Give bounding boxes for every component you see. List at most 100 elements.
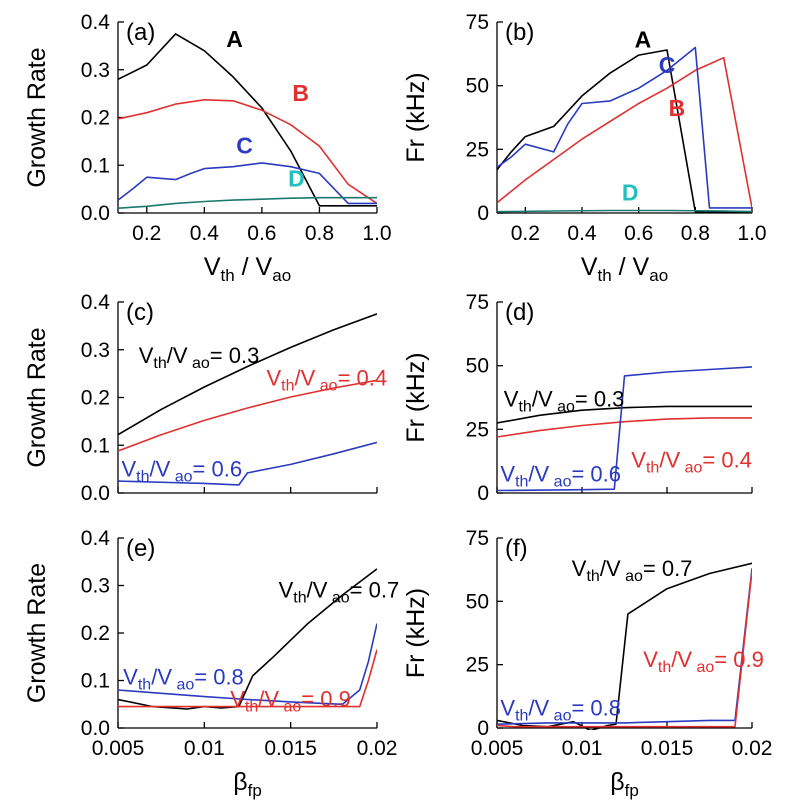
panel-b-series-1-line <box>497 49 752 213</box>
panel-f: 0 25 50 75 0.005 0.01 0.015 0.02 Fr (kHz) βfp (f) V… <box>402 527 772 800</box>
panel-a-label: (a) <box>126 19 155 46</box>
panel-c-ytick-label: 0.0 <box>81 482 110 505</box>
panel-c-series-3-line <box>118 441 377 486</box>
panel-b-label: (b) <box>505 19 534 46</box>
panel-e-annotation-1: Vth/V ao= 0.7 <box>279 577 400 606</box>
panel-a-ytick-label: 0.3 <box>81 59 110 82</box>
panel-d-ytick-label: 0 <box>477 482 489 505</box>
panel-f-xtick-label: 0.005 <box>471 737 524 760</box>
panel-c-ytick-label: 0.3 <box>81 339 110 362</box>
panel-d-annotation-3: Vth/V ao= 0.6 <box>500 462 621 491</box>
panel-f-annotation-1: Vth/V ao= 0.7 <box>572 556 693 585</box>
panel-f-series-3-line <box>497 570 752 728</box>
panel-c-label: (c) <box>126 299 154 326</box>
panel-c-annotation-3: Vth/V ao= 0.6 <box>121 456 242 485</box>
panel-a-ytick-label: 0.2 <box>81 107 110 130</box>
panel-f-series-group <box>497 562 752 730</box>
panel-a-annotation-d: D <box>288 166 305 192</box>
panel-f-ytick-label: 0 <box>477 717 489 740</box>
panel-f-xtick-label: 0.02 <box>732 737 773 760</box>
panel-a-ytick-label: 0.1 <box>81 154 110 177</box>
panel-d-label: (d) <box>505 299 534 326</box>
panel-e-ytick-label: 0.3 <box>81 575 110 598</box>
panel-b-ytick-label: 0 <box>477 202 489 225</box>
panel-e-series-3-line <box>118 649 377 708</box>
panel-e-xtick-label: 0.005 <box>92 737 145 760</box>
panel-f-ytick-label: 25 <box>466 654 489 677</box>
panel-b-xtick-label: 0.8 <box>681 222 710 245</box>
panel-d-ytick-label: 50 <box>466 355 489 378</box>
panel-c-series-2-line <box>118 379 377 452</box>
panel-b-annotation-b: B <box>669 95 686 121</box>
panel-b-ytick-label: 25 <box>466 138 489 161</box>
panel-f-xlabel: βfp <box>610 768 639 800</box>
panel-c-annotation-1: Vth/V ao= 0.3 <box>139 343 260 372</box>
panel-f-annotation-2: Vth/V ao= 0.9 <box>643 647 764 676</box>
panel-b-xtick-label: 0.2 <box>511 222 540 245</box>
panel-c-ytick-label: 0.4 <box>81 291 111 314</box>
panel-a-series-group <box>118 33 377 209</box>
panel-e-xlabel: βfp <box>233 768 262 800</box>
panel-a-xtick-label: 0.2 <box>132 222 161 245</box>
panel-b-annotation-c: C <box>659 52 676 78</box>
panel-a-xtick-label: 1.0 <box>362 222 391 245</box>
panel-d: 0 25 50 75 Fr (kHz) (d) Vth/V ao= 0.3 Vth/V ao=… <box>402 291 753 505</box>
panel-d-series-2-line <box>497 417 752 438</box>
panel-a-xtick-label: 0.6 <box>247 222 276 245</box>
panel-b-annotation-d: D <box>622 179 639 205</box>
panel-b-ytick-label: 75 <box>466 11 489 34</box>
panel-a-series-3-line <box>118 162 377 205</box>
panel-a: 0.0 0.1 0.2 0.3 0.4 0.2 0.4 0.6 0.8 1.0 Growth Rat… <box>23 11 392 285</box>
panel-f-series-2-line <box>497 568 752 725</box>
panel-d-series-group <box>497 366 752 492</box>
panel-a-ytick-label: 0.4 <box>81 11 111 34</box>
panel-f-label: (f) <box>505 535 528 562</box>
panel-c-ytick-label: 0.2 <box>81 387 110 410</box>
panel-e-xtick-label: 0.01 <box>184 737 225 760</box>
panel-b-series-2-line <box>497 56 752 209</box>
panel-b-xtick-label: 0.4 <box>567 222 597 245</box>
panel-b-series-group <box>497 46 752 213</box>
panel-a-series-1-line <box>118 33 377 207</box>
panel-b-annotation-a: A <box>635 26 652 52</box>
panel-f-ytick-label: 75 <box>466 527 489 550</box>
panel-a-annotation-a: A <box>226 26 243 52</box>
panel-d-ytick-label: 25 <box>466 418 489 441</box>
panel-b-series-4-line <box>497 209 752 213</box>
panel-f-annotation-3: Vth/V ao= 0.8 <box>500 695 621 724</box>
panel-b: 0 25 50 75 0.2 0.4 0.6 0.8 1.0 Fr (kHz) Vth / Vao (… <box>402 11 767 285</box>
panel-c: 0.0 0.1 0.2 0.3 0.4 Growth Rate (c) Vth/V ao= 0… <box>23 291 387 505</box>
panel-e-series-2-line <box>118 623 377 706</box>
panel-a-xtick-label: 0.4 <box>190 222 220 245</box>
panel-c-series-1-line <box>118 313 377 436</box>
panel-b-ylabel: Fr (kHz) <box>402 72 430 162</box>
panel-c-ytick-label: 0.1 <box>81 434 110 457</box>
panel-a-annotation-b: B <box>292 80 309 106</box>
panel-a-ytick-label: 0.0 <box>81 202 110 225</box>
panel-c-series-group <box>118 313 377 486</box>
panel-e-series-group <box>118 568 377 710</box>
panel-a-xlabel: Vth / Vao <box>204 253 291 285</box>
panel-a-ylabel: Growth Rate <box>23 47 51 187</box>
panel-b-xlabel: Vth / Vao <box>581 253 668 285</box>
panel-c-ylabel: Growth Rate <box>23 327 51 467</box>
panel-b-xtick-label: 0.6 <box>624 222 653 245</box>
panel-e-xtick-label: 0.015 <box>264 737 317 760</box>
panel-b-ytick-label: 50 <box>466 75 489 98</box>
panel-d-annotation-2: Vth/V ao= 0.4 <box>631 448 752 477</box>
panel-d-series-3-line <box>497 366 752 492</box>
panel-d-series-1-line <box>497 405 752 424</box>
panel-e-label: (e) <box>126 535 155 562</box>
panel-e-ytick-label: 0.2 <box>81 622 110 645</box>
panel-e-annotation-2: Vth/V ao= 0.8 <box>123 664 244 693</box>
panel-e-ytick-label: 0.4 <box>81 527 111 550</box>
panel-d-annotation-1: Vth/V ao= 0.3 <box>504 386 625 415</box>
panel-d-ytick-label: 75 <box>466 291 489 314</box>
panel-b-series-3-line <box>497 46 752 209</box>
panel-f-xtick-label: 0.01 <box>562 737 603 760</box>
panel-e: 0.0 0.1 0.2 0.3 0.4 0.005 0.01 0.015 0.02 Growth … <box>23 527 399 800</box>
panel-a-series-4-line <box>118 196 377 209</box>
panel-e-ytick-label: 0.0 <box>81 717 110 740</box>
